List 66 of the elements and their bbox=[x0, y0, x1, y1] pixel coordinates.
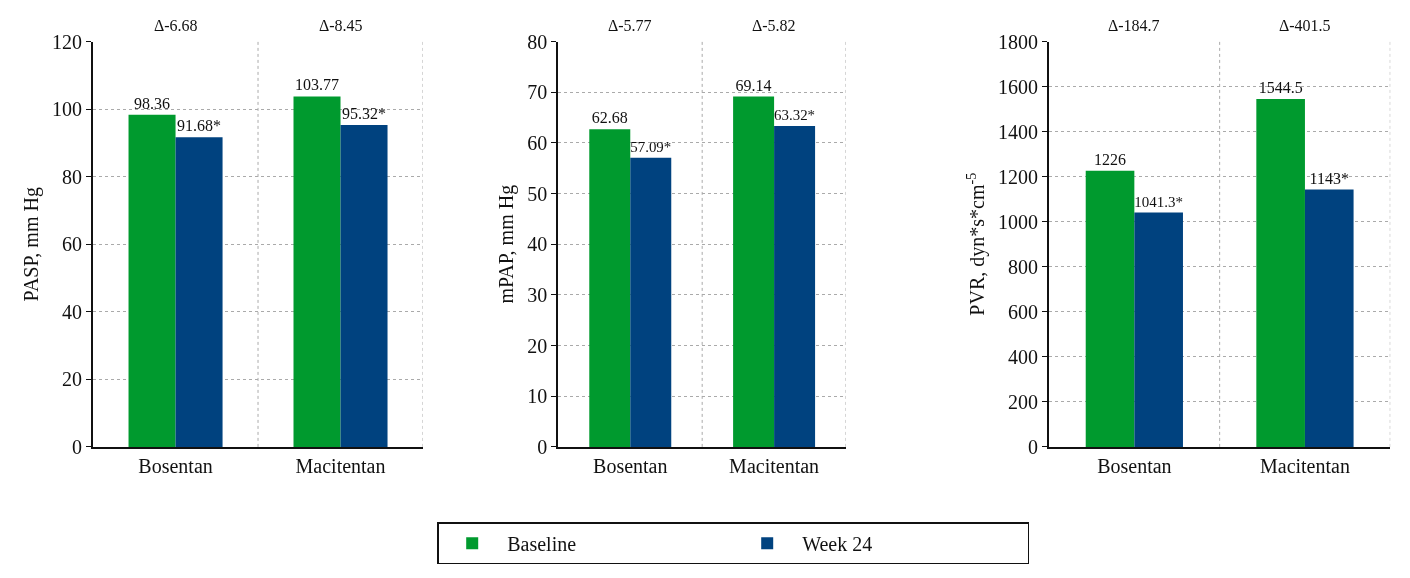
bar bbox=[175, 137, 223, 447]
bar bbox=[733, 96, 775, 447]
y-tick-label: 400 bbox=[1008, 345, 1039, 368]
y-tick-label: 0 bbox=[1028, 435, 1039, 458]
bar bbox=[1134, 212, 1183, 447]
text: Δ-8.45 bbox=[319, 17, 363, 34]
data-label: 63.32* bbox=[774, 107, 816, 124]
bar bbox=[340, 124, 388, 447]
y-tick-label: 40 bbox=[527, 233, 548, 256]
text: Δ-184.7 bbox=[1108, 17, 1160, 34]
data-label: 98.36 bbox=[134, 94, 171, 112]
x-tick-label: Macitentan bbox=[295, 454, 386, 477]
x-tick-label: Bosentan bbox=[138, 454, 213, 477]
bar bbox=[630, 157, 672, 447]
text: Δ-5.82 bbox=[752, 17, 796, 34]
bar bbox=[1085, 170, 1135, 447]
y-tick-label: 1800 bbox=[998, 30, 1039, 53]
y-tick-label: 30 bbox=[527, 283, 548, 306]
data-label: 62.68 bbox=[591, 109, 628, 127]
data-label: 1544.5 bbox=[1258, 79, 1303, 97]
y-tick-label: 1600 bbox=[998, 75, 1039, 98]
data-label: 103.77 bbox=[295, 76, 340, 94]
y-tick-label: 80 bbox=[62, 165, 83, 188]
y-axis-title: mPAP, mm Hg bbox=[495, 184, 519, 304]
y-tick-label: 20 bbox=[527, 334, 548, 357]
y-tick-label: 80 bbox=[527, 30, 548, 53]
y-tick-label: 1000 bbox=[998, 210, 1039, 233]
text: Δ-401.5 bbox=[1279, 17, 1331, 34]
y-tick-label: 120 bbox=[52, 30, 83, 53]
y-tick-label: 1400 bbox=[998, 120, 1039, 143]
x-tick-label: Macitentan bbox=[729, 454, 820, 477]
y-tick-label: 60 bbox=[527, 131, 548, 154]
y-tick-label: 40 bbox=[62, 300, 83, 323]
y-tick-label: 100 bbox=[52, 98, 83, 121]
bar bbox=[293, 96, 341, 447]
y-tick-label: 0 bbox=[72, 435, 83, 458]
y-tick-label: 200 bbox=[1008, 390, 1039, 413]
data-label: 95.32* bbox=[342, 104, 387, 122]
data-label: 1226 bbox=[1094, 150, 1127, 168]
y-tick-label: 800 bbox=[1008, 255, 1039, 278]
y-tick-label: 600 bbox=[1008, 300, 1039, 323]
legend-label: Baseline bbox=[507, 533, 577, 556]
data-label: 91.68* bbox=[177, 117, 222, 135]
bar bbox=[589, 129, 631, 447]
bar bbox=[1304, 189, 1354, 447]
text: Δ-5.77 bbox=[608, 17, 652, 34]
x-tick-label: Bosentan bbox=[593, 454, 668, 477]
data-label: 1143* bbox=[1309, 169, 1349, 187]
bar bbox=[128, 114, 176, 447]
legend-label: Week 24 bbox=[802, 533, 873, 556]
y-tick-label: 0 bbox=[537, 435, 548, 458]
y-tick-label: 10 bbox=[527, 385, 548, 408]
y-tick-label: 20 bbox=[62, 368, 83, 391]
x-tick-label: Bosentan bbox=[1097, 454, 1172, 477]
y-axis-title: PASP, mm Hg bbox=[20, 187, 44, 302]
y-tick-label: 1200 bbox=[998, 165, 1039, 188]
x-tick-label: Macitentan bbox=[1259, 454, 1350, 477]
data-label: 69.14 bbox=[735, 76, 772, 94]
y-tick-label: 50 bbox=[527, 182, 548, 205]
bar bbox=[774, 126, 816, 447]
text: Δ-6.68 bbox=[154, 17, 198, 34]
y-tick-label: 70 bbox=[527, 81, 548, 104]
data-label: 57.09* bbox=[630, 138, 672, 155]
data-label: 1041.3* bbox=[1134, 193, 1183, 210]
y-tick-label: 60 bbox=[62, 233, 83, 256]
bar bbox=[1256, 99, 1305, 447]
